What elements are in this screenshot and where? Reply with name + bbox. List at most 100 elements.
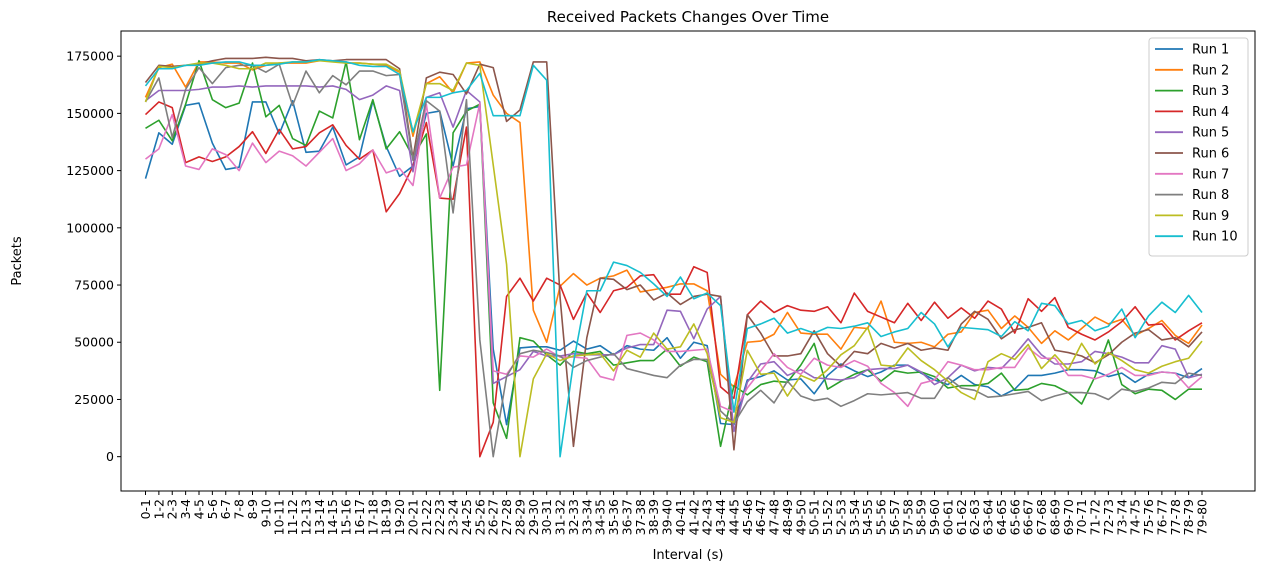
x-tick-label: 74-75 xyxy=(1128,499,1143,535)
y-tick-label: 25000 xyxy=(74,392,114,407)
x-tick-label: 49-50 xyxy=(793,499,808,535)
series-line-run-10 xyxy=(144,58,1203,458)
x-tick-label: 19-20 xyxy=(392,499,407,535)
x-tick-label: 41-42 xyxy=(686,499,701,535)
x-tick-label: 13-14 xyxy=(312,499,327,535)
x-tick-label: 5-6 xyxy=(205,499,220,519)
x-tick-label: 28-29 xyxy=(512,499,527,535)
series-line-run-4 xyxy=(144,101,1203,458)
x-tick-label: 33-34 xyxy=(579,499,594,535)
legend-entry-run-7: Run 7 xyxy=(1192,167,1229,182)
x-tick-label: 67-68 xyxy=(1034,499,1049,535)
x-tick-label: 57-58 xyxy=(900,499,915,535)
legend-entry-run-10: Run 10 xyxy=(1192,230,1238,245)
x-tick-label: 9-10 xyxy=(258,499,273,527)
series-line-run-3 xyxy=(145,59,1202,448)
x-tick-label: 52-53 xyxy=(833,499,848,535)
x-tick-label: 23-24 xyxy=(446,499,461,535)
x-tick-label: 16-17 xyxy=(352,499,367,535)
x-tick-label: 21-22 xyxy=(419,499,434,535)
series-line-run-6 xyxy=(144,56,1203,451)
x-tick-label: 64-65 xyxy=(994,499,1009,535)
x-tick-label: 26-27 xyxy=(486,499,501,535)
legend-box xyxy=(1148,37,1249,257)
y-axis-title: Packets xyxy=(10,236,25,286)
x-tick-label: 1-2 xyxy=(151,499,166,519)
x-tick-label: 10-11 xyxy=(272,499,287,535)
x-tick-label: 29-30 xyxy=(526,499,541,535)
x-tick-label: 6-7 xyxy=(218,499,233,519)
x-tick-label: 0-1 xyxy=(138,499,153,519)
x-tick-label: 30-31 xyxy=(539,499,554,535)
y-axis: 0 25000 50000 75000 100000 125000 150000 175000 xyxy=(66,49,121,464)
x-tick-label: 3-4 xyxy=(178,499,193,519)
x-tick-label: 51-52 xyxy=(820,499,835,535)
y-tick-label: 50000 xyxy=(74,335,114,350)
y-tick-label: 75000 xyxy=(74,278,114,293)
y-tick-label: 150000 xyxy=(66,106,114,121)
x-axis-title: Interval (s) xyxy=(653,548,724,563)
x-tick-label: 18-19 xyxy=(379,499,394,535)
series-line-run-2 xyxy=(144,59,1203,388)
x-tick-label: 25-26 xyxy=(472,499,487,535)
x-tick-label: 76-77 xyxy=(1154,499,1169,535)
x-tick-label: 60-61 xyxy=(940,499,955,535)
legend-entry-run-3: Run 3 xyxy=(1192,84,1229,99)
x-tick-label: 24-25 xyxy=(459,499,474,535)
x-tick-label: 32-33 xyxy=(566,499,581,535)
legend-entry-run-2: Run 2 xyxy=(1192,63,1229,78)
legend-entry-run-1: Run 1 xyxy=(1192,43,1229,58)
x-tick-label: 46-47 xyxy=(753,499,768,535)
x-tick-label: 71-72 xyxy=(1088,499,1103,535)
x-tick-label: 63-64 xyxy=(981,499,996,535)
x-tick-label: 53-54 xyxy=(847,499,862,535)
x-tick-label: 75-76 xyxy=(1141,499,1156,535)
legend-entry-run-4: Run 4 xyxy=(1192,105,1229,120)
x-tick-label: 39-40 xyxy=(660,499,675,535)
series-line-run-1 xyxy=(144,100,1203,426)
x-tick-label: 78-79 xyxy=(1181,499,1196,535)
x-tick-label: 15-16 xyxy=(339,499,354,535)
x-tick-label: 79-80 xyxy=(1195,499,1210,535)
x-tick-label: 66-67 xyxy=(1021,499,1036,535)
x-tick-label: 50-51 xyxy=(807,499,822,535)
legend: Run 1 Run 2 Run 3 Run 4 Run 5 Run 6 Run 7 Run 8… xyxy=(1148,37,1249,257)
x-tick-label: 70-71 xyxy=(1074,499,1089,535)
x-tick-label: 42-43 xyxy=(700,499,715,535)
x-tick-label: 34-35 xyxy=(593,499,608,535)
x-tick-label: 58-59 xyxy=(914,499,929,535)
x-tick-label: 44-45 xyxy=(726,499,741,535)
x-tick-label: 35-36 xyxy=(606,499,621,535)
x-tick-label: 59-60 xyxy=(927,499,942,535)
x-tick-label: 54-55 xyxy=(860,499,875,535)
x-tick-label: 77-78 xyxy=(1168,499,1183,535)
x-tick-label: 40-41 xyxy=(673,499,688,535)
x-tick-label: 56-57 xyxy=(887,499,902,535)
x-tick-label: 31-32 xyxy=(553,499,568,535)
x-tick-label: 48-49 xyxy=(780,499,795,535)
series-line-run-7 xyxy=(145,102,1203,413)
x-tick-label: 12-13 xyxy=(298,499,313,535)
series-lines xyxy=(144,56,1203,458)
plot-area-frame xyxy=(120,30,1256,492)
x-tick-label: 8-9 xyxy=(245,499,260,519)
x-tick-label: 69-70 xyxy=(1061,499,1076,535)
x-tick-label: 2-3 xyxy=(165,499,180,519)
x-tick-label: 65-66 xyxy=(1007,499,1022,535)
x-tick-label: 68-69 xyxy=(1047,499,1062,535)
x-tick-label: 4-5 xyxy=(191,499,206,519)
x-tick-label: 55-56 xyxy=(874,499,889,535)
x-tick-label: 45-46 xyxy=(740,499,755,535)
chart-title: Received Packets Changes Over Time xyxy=(547,8,829,26)
legend-entry-run-6: Run 6 xyxy=(1192,147,1229,162)
series-line-run-9 xyxy=(144,59,1203,458)
x-tick-label: 62-63 xyxy=(967,499,982,535)
legend-entry-run-8: Run 8 xyxy=(1192,188,1229,203)
x-tick-label: 11-12 xyxy=(285,499,300,535)
x-tick-label: 73-74 xyxy=(1114,499,1129,535)
x-tick-label: 72-73 xyxy=(1101,499,1116,535)
x-tick-label: 17-18 xyxy=(365,499,380,535)
legend-entry-run-9: Run 9 xyxy=(1192,209,1229,224)
